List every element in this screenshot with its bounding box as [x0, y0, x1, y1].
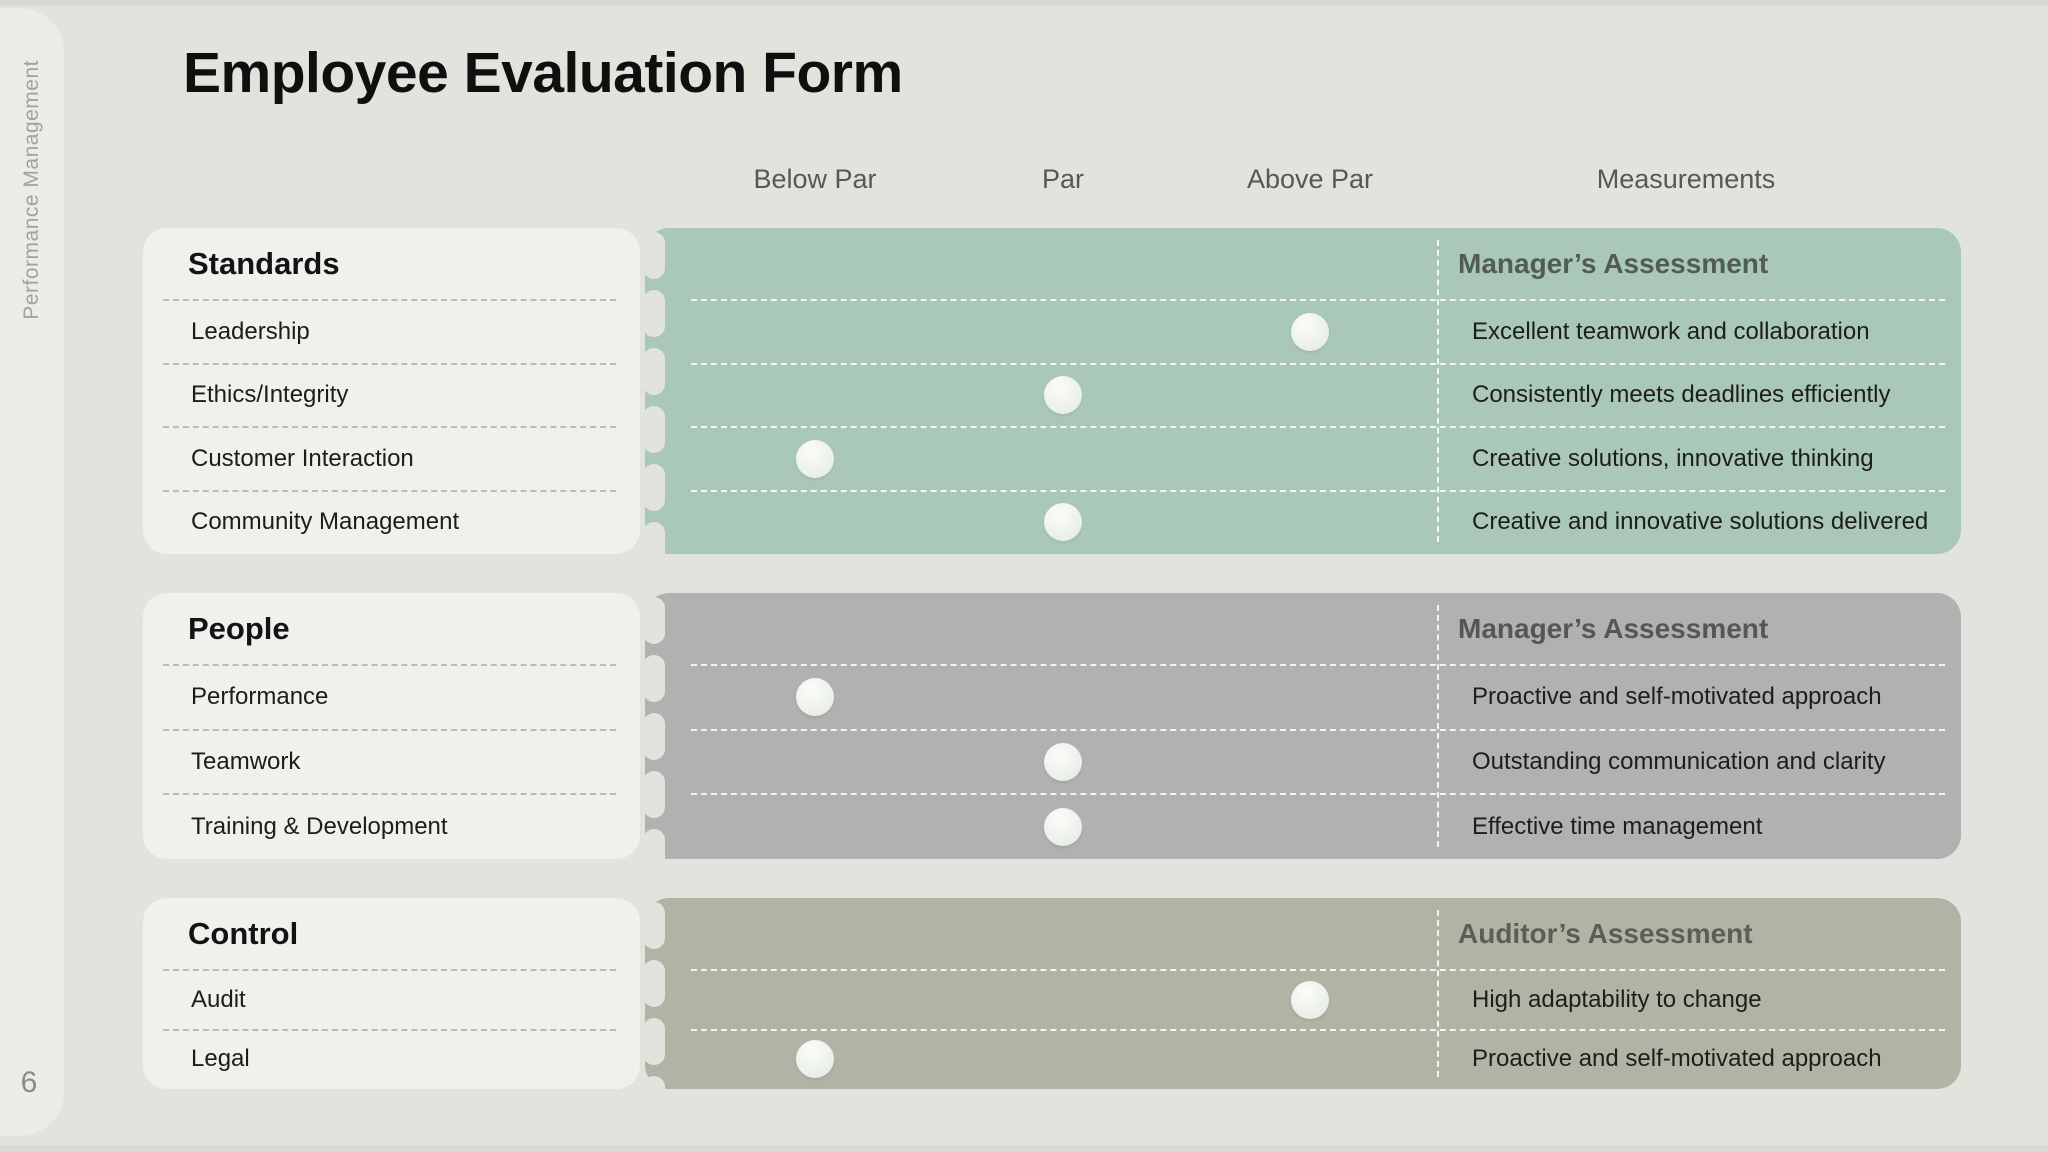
section-title: Standards	[188, 246, 340, 281]
rating-row-legal: Proactive and self-motivated approach	[645, 1028, 1961, 1090]
assessment-header: Manager’s Assessment	[1458, 248, 1769, 279]
perforation-decoration	[643, 597, 665, 859]
bottom-edge-band	[0, 1145, 2048, 1152]
column-header-below-par: Below Par	[753, 164, 877, 194]
section-title: Control	[188, 916, 299, 951]
row-ethics-integrity: Ethics/Integrity	[143, 362, 640, 428]
rating-dot	[796, 439, 834, 478]
rating-row-community-management: Creative and innovative solutions delive…	[645, 489, 1961, 555]
measurement-text: Creative solutions, innovative thinking	[1472, 444, 1874, 472]
people-category-card: People Performance Teamwork Training & D…	[143, 593, 640, 859]
rating-dot	[796, 1040, 834, 1079]
perforation-decoration	[643, 232, 665, 554]
rating-dot	[1044, 376, 1082, 415]
assessment-header: Auditor’s Assessment	[1458, 918, 1753, 949]
row-teamwork: Teamwork	[143, 728, 640, 795]
measurement-text: Consistently meets deadlines efficiently	[1472, 381, 1891, 409]
top-edge-band	[0, 0, 2048, 6]
column-header-above-par: Above Par	[1246, 164, 1374, 194]
measurement-text: High adaptability to change	[1472, 985, 1762, 1013]
assessment-header-row: Manager’s Assessment	[645, 593, 1961, 665]
section-standards: Standards Leadership Ethics/Integrity Cu…	[0, 228, 2048, 554]
control-rating-panel: Auditor’s Assessment High adaptability t…	[643, 898, 1961, 1090]
row-community-management: Community Management	[143, 489, 640, 555]
row-customer-interaction: Customer Interaction	[143, 426, 640, 491]
rating-dot	[1044, 743, 1082, 781]
column-header-measurements: Measurements	[1596, 164, 1776, 194]
measurements-divider	[1437, 910, 1439, 1077]
standards-rating-panel: Manager’s Assessment Excellent teamwork …	[643, 228, 1961, 555]
sidebar: Performance Management 6	[0, 8, 64, 1136]
people-rating-panel: Manager’s Assessment Proactive and self-…	[643, 593, 1961, 859]
row-leadership: Leadership	[143, 299, 640, 364]
assessment-header-row: Manager’s Assessment	[645, 228, 1961, 300]
row-audit: Audit	[143, 969, 640, 1030]
standards-category-card: Standards Leadership Ethics/Integrity Cu…	[143, 228, 640, 554]
section-title: People	[188, 611, 290, 646]
rating-dot	[1291, 312, 1329, 351]
rating-row-teamwork: Outstanding communication and clarity	[645, 728, 1961, 795]
rating-row-training-development: Effective time management	[645, 793, 1961, 859]
column-header-par: Par	[1041, 164, 1085, 194]
perforation-decoration	[643, 902, 665, 1089]
measurement-text: Effective time management	[1472, 812, 1763, 840]
row-training-development: Training & Development	[143, 793, 640, 859]
measurement-text: Proactive and self-motivated approach	[1472, 683, 1882, 711]
measurement-text: Proactive and self-motivated approach	[1472, 1045, 1882, 1073]
rating-row-audit: High adaptability to change	[645, 969, 1961, 1030]
page-number: 6	[20, 1066, 38, 1099]
rating-dot	[1044, 807, 1082, 846]
control-category-card: Control Audit Legal	[143, 898, 640, 1089]
rating-row-ethics-integrity: Consistently meets deadlines efficiently	[645, 362, 1961, 428]
rating-row-performance: Proactive and self-motivated approach	[645, 664, 1961, 730]
assessment-header-row: Auditor’s Assessment	[645, 898, 1961, 970]
measurement-text: Excellent teamwork and collaboration	[1472, 317, 1870, 345]
page-title: Employee Evaluation Form	[183, 41, 903, 105]
section-people: People Performance Teamwork Training & D…	[0, 593, 2048, 859]
rating-row-leadership: Excellent teamwork and collaboration	[645, 299, 1961, 364]
rating-dot	[1044, 503, 1082, 542]
assessment-header: Manager’s Assessment	[1458, 613, 1769, 644]
row-legal: Legal	[143, 1028, 640, 1090]
measurement-text: Creative and innovative solutions delive…	[1472, 508, 1929, 536]
rating-dot	[796, 678, 834, 717]
measurements-divider	[1437, 605, 1439, 847]
measurements-divider	[1437, 240, 1439, 542]
row-performance: Performance	[143, 664, 640, 730]
rating-dot	[1291, 980, 1329, 1019]
measurement-text: Outstanding communication and clarity	[1472, 748, 1886, 775]
section-control: Control Audit Legal Auditor’s Assessment…	[0, 898, 2048, 1089]
rating-row-customer-interaction: Creative solutions, innovative thinking	[645, 426, 1961, 491]
